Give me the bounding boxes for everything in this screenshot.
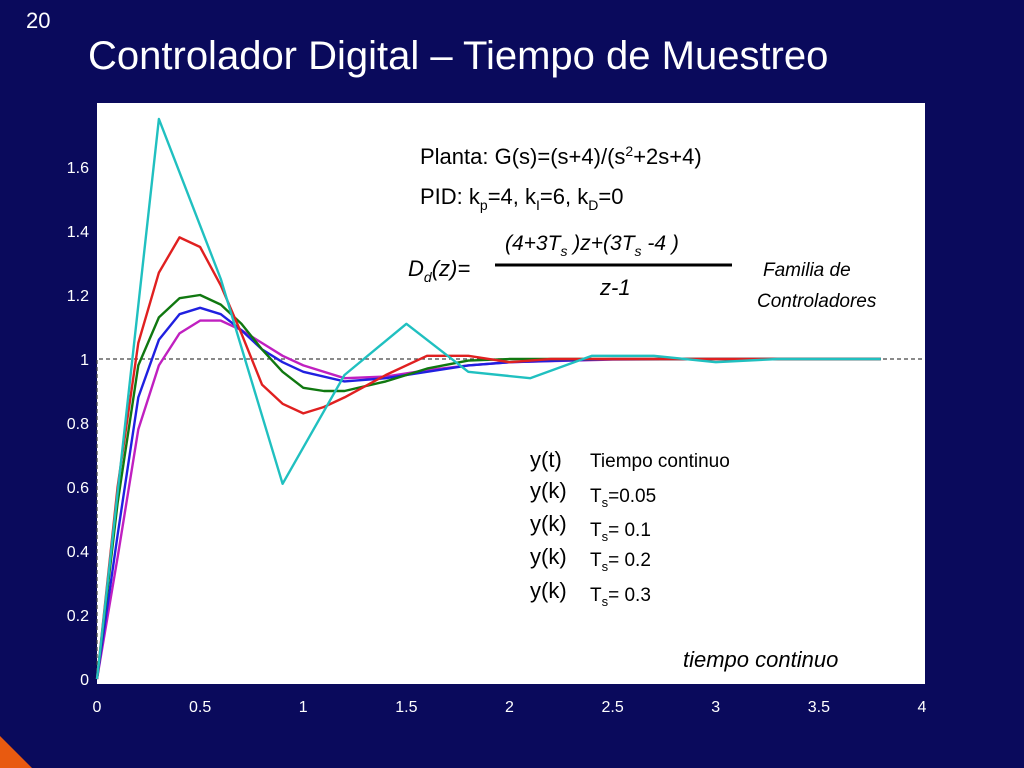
family-label-line2: Controladores — [757, 291, 877, 312]
controller-label: Dd(z)= — [408, 256, 470, 285]
legend-y-2: y(k) — [530, 511, 567, 536]
x-tick-label: 2.5 — [602, 699, 624, 716]
y-tick-label: 0 — [80, 672, 89, 689]
plot-area — [97, 103, 925, 684]
reference-line — [96, 358, 922, 679]
x-tick-label: 3 — [711, 699, 720, 716]
legend-label-3: Ts= 0.2 — [590, 550, 651, 574]
y-tick-label: 1.4 — [67, 224, 89, 241]
x-tick-label: 4 — [918, 699, 927, 716]
slide-title: Controlador Digital – Tiempo de Muestreo — [88, 34, 829, 78]
legend-y-1: y(k) — [530, 478, 567, 503]
plant-equation: Planta: G(s)=(s+4)/(s2+2s+4) — [420, 143, 702, 169]
corner-decoration — [0, 736, 32, 768]
pid-gains: PID: kp=4, kI=6, kD=0 — [420, 184, 623, 213]
y-tick-label: 0.4 — [67, 544, 89, 561]
x-tick-label: 1.5 — [395, 699, 417, 716]
chart-curves — [95, 117, 922, 680]
legend-label-2: Ts= 0.1 — [590, 520, 651, 544]
x-tick-label: 2 — [505, 699, 514, 716]
chart-ticks: 0 0.5 1 1.5 2 2.5 3 3.5 4 0 0.2 0.4 0.6 0.8 1 1.2 1.4 1.6 — [67, 160, 927, 716]
continuous-time-label: tiempo continuo — [683, 647, 838, 672]
legend-label-1: Ts=0.05 — [590, 486, 656, 510]
y-tick-label: 0.8 — [67, 416, 89, 433]
legend-y-4: y(k) — [530, 578, 567, 603]
x-tick-label: 3.5 — [808, 699, 830, 716]
x-tick-label: 0.5 — [189, 699, 211, 716]
family-label-line1: Familia de — [763, 260, 851, 281]
response-curve-2 — [95, 293, 881, 680]
y-tick-label: 1 — [80, 352, 89, 369]
x-tick-label: 1 — [299, 699, 308, 716]
response-curve-3 — [95, 236, 881, 680]
legend-label-0: Tiempo continuo — [590, 451, 730, 472]
response-curve-4 — [95, 117, 881, 680]
legend-y-3: y(k) — [530, 544, 567, 569]
response-curve-1 — [95, 306, 881, 680]
y-tick-label: 0.2 — [67, 608, 89, 625]
slide-number: 20 — [26, 8, 51, 33]
legend-label-4: Ts= 0.3 — [590, 585, 651, 609]
y-tick-label: 1.2 — [67, 288, 89, 305]
y-tick-label: 0.6 — [67, 480, 89, 497]
x-tick-label: 0 — [93, 699, 102, 716]
controller-numerator: (4+3Ts )z+(3Ts -4 ) — [505, 232, 679, 259]
controller-denominator: z-1 — [599, 275, 631, 300]
legend-y-0: y(t) — [530, 447, 562, 472]
y-tick-label: 1.6 — [67, 160, 89, 177]
